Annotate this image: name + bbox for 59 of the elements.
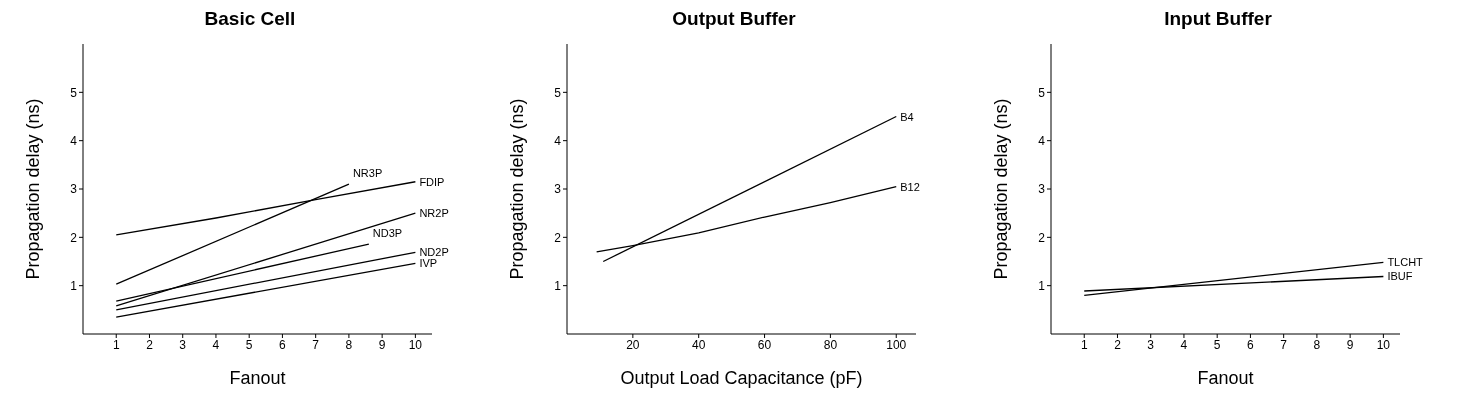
y-tick-label: 3 [554,182,562,197]
x-tick-label: 5 [245,337,253,352]
x-tick-label: 6 [279,337,287,352]
x-tick-label: 9 [1346,337,1354,352]
x-tick-label: 6 [1247,337,1255,352]
chart-title: Basic Cell [203,8,297,31]
y-axis-title: Propagation delay (ns) [991,98,1012,280]
series-label: NR3P [352,167,383,180]
y-tick-label: 1 [554,278,562,293]
series-label: FDIP [419,175,445,188]
series-label: B4 [900,110,914,123]
y-tick-label: 1 [70,278,78,293]
y-tick-label: 1 [1038,278,1046,293]
x-axis-title: Output Load Capacitance (pF) [620,368,863,388]
series-label: B12 [900,180,920,193]
x-tick-label: 20 [626,337,640,352]
x-axis-title: Fanout [229,368,286,388]
y-tick-label: 2 [554,230,562,245]
series-label: TLCHT [1387,256,1424,269]
y-tick-label: 4 [554,133,562,148]
x-tick-label: 3 [179,337,187,352]
x-tick-label: 4 [1180,337,1188,352]
y-tick-label: 3 [70,182,78,197]
y-tick-label: 2 [70,230,78,245]
x-tick-label: 1 [112,337,120,352]
x-tick-label: 7 [312,337,320,352]
x-tick-label: 10 [1376,337,1391,352]
series-label: ND3P [372,227,403,240]
x-tick-label: 1 [1080,337,1088,352]
x-tick-label: 2 [1114,337,1122,352]
x-tick-label: 80 [823,337,838,352]
y-axis-title: Propagation delay (ns) [23,98,44,280]
chart-title: Output Buffer [671,8,797,31]
x-tick-label: 9 [378,337,386,352]
x-tick-label: 10 [408,337,423,352]
x-tick-label: 3 [1147,337,1155,352]
series-label: ND2P [419,246,449,259]
series-label: NR2P [419,207,449,220]
x-axis-title: Fanout [1197,368,1254,388]
x-tick-label: 8 [1313,337,1321,352]
series-label: IBUF [1387,270,1413,283]
y-tick-label: 4 [70,133,78,148]
y-tick-label: 5 [70,85,78,100]
y-tick-label: 3 [1038,182,1046,197]
x-tick-label: 7 [1280,337,1288,352]
series-label: IVP [419,257,438,270]
y-tick-label: 2 [1038,230,1046,245]
x-tick-label: 4 [212,337,220,352]
x-tick-label: 8 [345,337,353,352]
x-tick-label: 2 [146,337,154,352]
x-tick-label: 5 [1213,337,1221,352]
x-tick-label: 60 [757,337,772,352]
y-axis-title: Propagation delay (ns) [507,98,528,280]
chart-title: Input Buffer [1163,8,1273,31]
x-tick-label: 40 [692,337,706,352]
y-tick-label: 5 [1038,85,1046,100]
x-tick-label: 100 [886,337,907,352]
y-tick-label: 5 [554,85,562,100]
y-tick-label: 4 [1038,133,1046,148]
